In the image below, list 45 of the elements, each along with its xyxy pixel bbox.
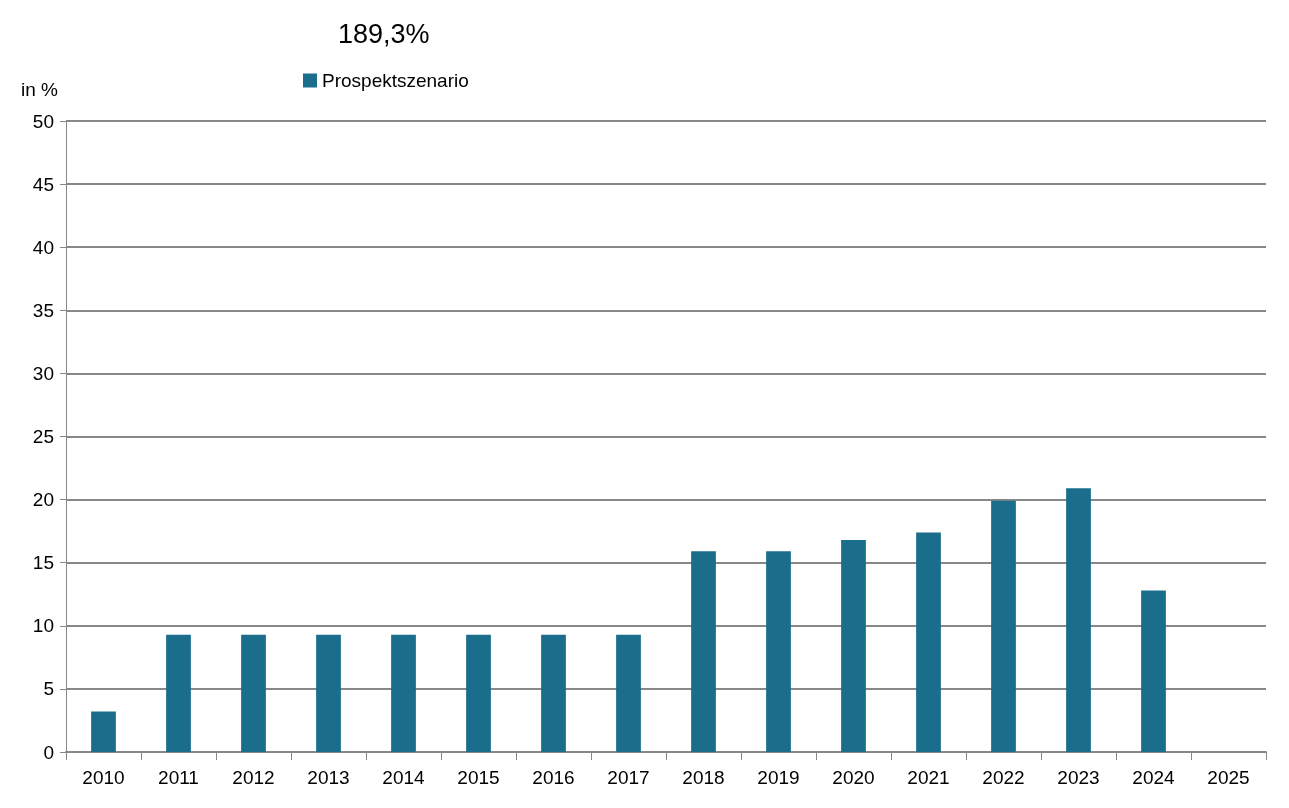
bar	[1066, 488, 1091, 752]
y-axis-title: in %	[21, 79, 59, 100]
bar	[916, 532, 941, 752]
bar	[991, 500, 1016, 752]
x-tick-label: 2024	[1132, 767, 1176, 788]
x-tick-label: 2016	[532, 767, 575, 788]
x-tick-label: 2014	[382, 767, 426, 788]
bar	[316, 634, 341, 752]
x-tick-label: 2023	[1057, 767, 1100, 788]
x-tick-label: 2017	[607, 767, 650, 788]
bar	[541, 634, 566, 752]
y-tick-label: 10	[32, 615, 54, 637]
x-tick-label: 2010	[82, 767, 125, 788]
x-tick-label: 2018	[682, 767, 725, 788]
bar	[1141, 590, 1166, 752]
x-tick-label: 2019	[757, 767, 800, 788]
x-tick-label: 2015	[457, 767, 500, 788]
y-tick-label: 30	[32, 362, 54, 384]
y-tick-label: 50	[32, 110, 54, 132]
bar	[91, 711, 116, 752]
x-tick-label: 2011	[158, 767, 199, 788]
bar	[241, 634, 266, 752]
text: 189,3%	[338, 18, 430, 49]
x-tick-label: 2025	[1207, 767, 1250, 788]
bar	[166, 634, 191, 752]
x-tick-label: 2020	[832, 767, 875, 788]
bar	[466, 634, 491, 752]
y-tick-label: 15	[32, 552, 54, 574]
y-tick-label: 35	[32, 299, 54, 321]
bar	[391, 634, 416, 752]
y-tick-label: 25	[32, 426, 54, 447]
x-tick-label: 2013	[307, 767, 350, 788]
y-tick-label: 40	[32, 236, 54, 258]
bar	[766, 551, 791, 752]
x-tick-label: 2022	[982, 767, 1025, 788]
y-tick-label: 45	[32, 173, 54, 195]
bar	[841, 539, 866, 752]
y-tick-label: 5	[43, 678, 54, 700]
y-tick-label: 0	[43, 741, 54, 763]
legend-label: Prospektszenario	[322, 70, 469, 91]
x-tick-label: 2021	[907, 767, 950, 788]
bar	[616, 634, 641, 752]
x-tick-label: 2012	[232, 767, 275, 788]
y-tick-label: 20	[32, 489, 54, 511]
bar	[691, 551, 716, 752]
